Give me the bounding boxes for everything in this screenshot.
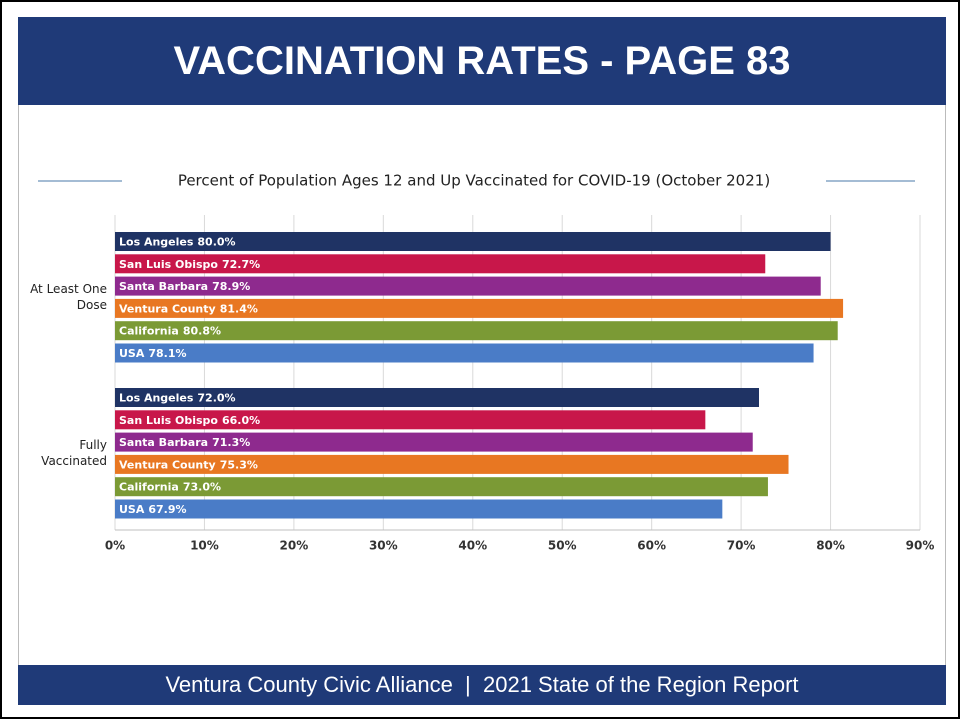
bar	[115, 388, 759, 407]
value-label: 81.4%	[220, 302, 258, 315]
series-name: San Luis Obispo	[119, 414, 218, 427]
category-label: Fully Vaccinated	[41, 437, 107, 468]
series-name: California	[119, 325, 179, 338]
bar-label: Ventura County 81.4%	[119, 302, 258, 315]
series-name: San Luis Obispo	[119, 258, 218, 271]
footer: Ventura County Civic Alliance | 2021 Sta…	[18, 665, 946, 705]
bar-label: USA 78.1%	[119, 347, 187, 360]
x-tick-label: 90%	[906, 539, 935, 553]
value-label: 75.3%	[220, 458, 258, 471]
bar	[115, 254, 766, 274]
x-tick-label: 30%	[369, 539, 398, 553]
chart-title: Percent of Population Ages 12 and Up Vac…	[178, 172, 770, 190]
value-label: 72.7%	[222, 258, 260, 271]
series-name: USA	[119, 503, 145, 516]
value-label: 66.0%	[222, 414, 260, 427]
value-label: 71.3%	[212, 436, 250, 449]
value-label: 78.1%	[148, 347, 186, 360]
bar	[115, 321, 838, 341]
bar-label: Los Angeles 72.0%	[119, 392, 236, 405]
bar-label: Ventura County 75.3%	[119, 458, 258, 471]
x-tick-label: 40%	[458, 539, 487, 553]
value-label: 72.0%	[197, 392, 235, 405]
series-name: Santa Barbara	[119, 280, 208, 293]
x-tick-label: 50%	[548, 539, 577, 553]
bar-label: USA 67.9%	[119, 503, 187, 516]
bar-label: San Luis Obispo 66.0%	[119, 414, 260, 427]
x-tick-label: 20%	[280, 539, 309, 553]
bar	[115, 343, 814, 363]
bar	[115, 298, 844, 318]
x-tick-label: 10%	[190, 539, 219, 553]
value-label: 73.0%	[183, 481, 221, 494]
value-label: 67.9%	[148, 503, 186, 516]
bar-label: Santa Barbara 78.9%	[119, 280, 250, 293]
header: VACCINATION RATES - PAGE 83	[18, 17, 946, 105]
bar-label: San Luis Obispo 72.7%	[119, 258, 260, 271]
x-tick-label: 60%	[637, 539, 666, 553]
series-name: Los Angeles	[119, 236, 194, 249]
series-name: Ventura County	[119, 458, 216, 471]
bar-label: California 73.0%	[119, 481, 221, 494]
bar	[115, 276, 821, 296]
value-label: 80.0%	[197, 236, 235, 249]
bar-label: Los Angeles 80.0%	[119, 236, 236, 249]
value-label: 78.9%	[212, 280, 250, 293]
bar	[115, 232, 831, 251]
series-name: Ventura County	[119, 302, 216, 315]
series-name: Santa Barbara	[119, 436, 208, 449]
bar	[115, 499, 723, 519]
bar-label: California 80.8%	[119, 325, 221, 338]
series-name: California	[119, 481, 179, 494]
x-tick-label: 80%	[816, 539, 845, 553]
bar	[115, 477, 768, 497]
x-tick-label: 70%	[727, 539, 756, 553]
bar	[115, 454, 789, 474]
series-name: USA	[119, 347, 145, 360]
value-label: 80.8%	[183, 325, 221, 338]
bar	[115, 432, 753, 452]
series-name: Los Angeles	[119, 392, 194, 405]
bar-label: Santa Barbara 71.3%	[119, 436, 250, 449]
x-tick-label: 0%	[105, 539, 125, 553]
category-label: At Least One Dose	[30, 281, 107, 312]
bar	[115, 410, 706, 430]
